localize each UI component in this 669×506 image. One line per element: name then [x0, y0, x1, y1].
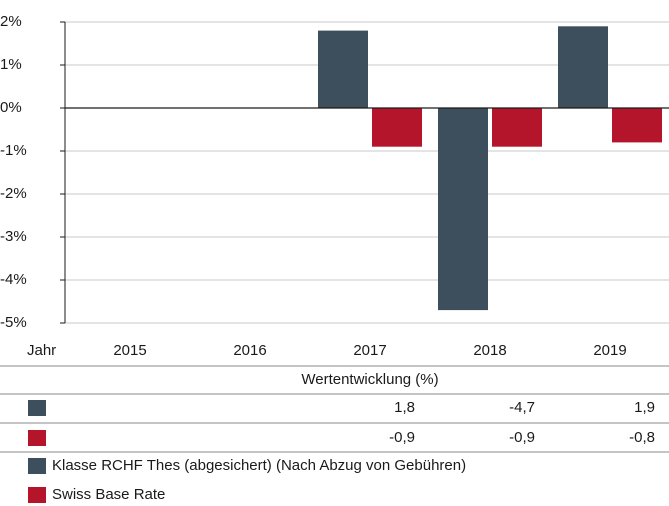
y-tick-label: -3%: [0, 228, 27, 245]
table-value: 1,8: [394, 399, 415, 416]
bar: [492, 108, 542, 147]
bar: [558, 26, 608, 108]
bar: [438, 108, 488, 311]
table-swatch: [28, 400, 46, 416]
bar: [612, 108, 662, 143]
y-tick-label: -4%: [0, 271, 27, 288]
table-swatch: [28, 430, 46, 446]
bar: [318, 30, 368, 109]
legend-label: Klasse RCHF Thes (abgesichert) (Nach Abz…: [52, 457, 466, 474]
x-axis-label: Jahr: [27, 342, 56, 359]
y-tick-label: -1%: [0, 142, 27, 159]
x-tick-label: 2016: [233, 342, 266, 359]
table-value: -0,9: [389, 429, 415, 446]
y-tick-label: -2%: [0, 185, 27, 202]
x-tick-label: 2015: [113, 342, 146, 359]
legend-swatch: [28, 458, 46, 474]
x-tick-label: 2018: [473, 342, 506, 359]
bar: [372, 108, 422, 147]
table-value: -4,7: [509, 399, 535, 416]
legend-swatch: [28, 487, 46, 503]
y-tick-label: -5%: [0, 314, 27, 331]
legend-label: Swiss Base Rate: [52, 486, 165, 503]
x-tick-label: 2017: [353, 342, 386, 359]
table-title: Wertentwicklung (%): [301, 371, 438, 388]
y-tick-label: 1%: [0, 56, 22, 73]
y-tick-label: 0%: [0, 99, 22, 116]
x-tick-label: 2019: [593, 342, 626, 359]
table-value: -0,8: [629, 429, 655, 446]
table-value: -0,9: [509, 429, 535, 446]
y-tick-label: 2%: [0, 13, 22, 30]
table-value: 1,9: [634, 399, 655, 416]
